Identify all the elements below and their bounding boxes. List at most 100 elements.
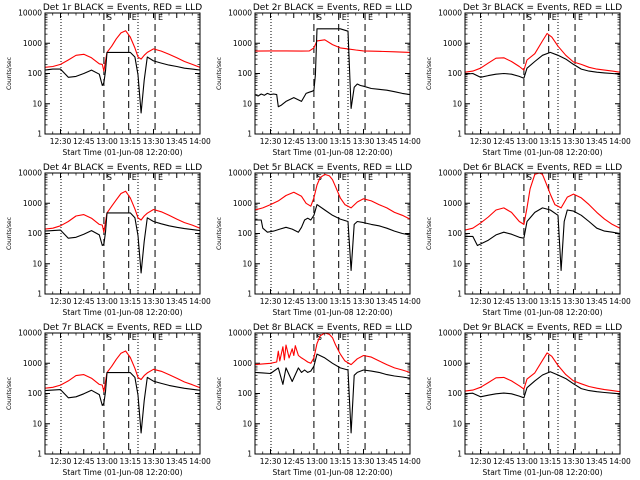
x-tick-label: 12:30 xyxy=(470,137,492,146)
x-tick-label: 13:30 xyxy=(563,457,585,466)
panel-det-4r: Det 4r BLACK = Events, RED = LLD Counts/s… xyxy=(6,163,211,317)
x-tick-label: 13:45 xyxy=(376,457,398,466)
y-tick-label: 1 xyxy=(457,290,462,299)
x-axis-label: Start Time (01-Jun-08 12:20:00) xyxy=(483,308,603,317)
y-tick-label: 10000 xyxy=(18,329,42,338)
x-axis-label: Start Time (01-Jun-08 12:20:00) xyxy=(63,148,183,157)
x-tick-label: 14:00 xyxy=(189,297,211,306)
x-tick-label: 13:30 xyxy=(353,297,375,306)
y-axis-label: Counts/sec xyxy=(6,377,13,410)
events-series-line xyxy=(45,212,200,274)
x-tick-label: 13:15 xyxy=(119,457,141,466)
x-tick-label: 13:45 xyxy=(166,297,188,306)
x-tick-label: 13:00 xyxy=(306,137,328,146)
y-tick-label: 1000 xyxy=(443,199,462,208)
y-tick-label: 100 xyxy=(28,229,43,238)
panel-title: Det 7r BLACK = Events, RED = LLD xyxy=(43,323,202,333)
plot-frame xyxy=(44,332,201,455)
start-flag: S xyxy=(317,173,322,182)
x-tick-label: 12:45 xyxy=(493,297,515,306)
panel-data xyxy=(45,30,200,114)
x-tick-label: 13:30 xyxy=(143,297,165,306)
panel-data xyxy=(255,173,410,272)
x-tick-label: 12:45 xyxy=(73,457,95,466)
y-tick-label: 1 xyxy=(37,130,42,139)
end-flag: E xyxy=(552,333,557,342)
y-tick-label: 1000 xyxy=(443,359,462,368)
panel-data xyxy=(45,350,200,434)
y-axis-label: Counts/sec xyxy=(426,217,433,250)
x-tick-label: 12:45 xyxy=(283,457,305,466)
y-tick-label: 10000 xyxy=(228,169,252,178)
panel-det-7r: Det 7r BLACK = Events, RED = LLD Counts/s… xyxy=(6,323,211,477)
events-series-line xyxy=(255,204,410,272)
panel-data xyxy=(465,32,620,79)
x-tick-label: 12:30 xyxy=(470,457,492,466)
panel-det-9r: Det 9r BLACK = Events, RED = LLD Counts/s… xyxy=(426,323,631,477)
y-tick-label: 1000 xyxy=(233,359,252,368)
start-flag: S xyxy=(527,13,532,22)
lld-series-line xyxy=(465,32,620,73)
y-tick-label: 1000 xyxy=(23,359,42,368)
y-tick-label: 1000 xyxy=(233,199,252,208)
x-tick-label: 12:45 xyxy=(73,297,95,306)
x-tick-label: 12:45 xyxy=(283,297,305,306)
x-tick-label: 13:30 xyxy=(353,137,375,146)
plot-frame xyxy=(254,172,411,295)
x-tick-label: 13:15 xyxy=(329,137,351,146)
x-tick-label: 14:00 xyxy=(609,457,631,466)
panel-det-1r: Det 1r BLACK = Events, RED = LLD Counts/s… xyxy=(6,3,211,157)
x-tick-label: 13:00 xyxy=(96,457,118,466)
y-tick-label: 1000 xyxy=(443,39,462,48)
x-axis-label: Start Time (01-Jun-08 12:20:00) xyxy=(273,468,393,477)
x-axis-label: Start Time (01-Jun-08 12:20:00) xyxy=(483,468,603,477)
end-flag: E xyxy=(158,333,163,342)
x-tick-label: 12:45 xyxy=(73,137,95,146)
panel-det-2r: Det 2r BLACK = Events, RED = LLD Counts/s… xyxy=(216,3,421,157)
y-tick-label: 10000 xyxy=(438,329,462,338)
y-tick-label: 10 xyxy=(32,419,42,428)
panel-title: Det 8r BLACK = Events, RED = LLD xyxy=(253,323,412,333)
panel-title: Det 5r BLACK = Events, RED = LLD xyxy=(253,163,412,173)
x-tick-label: 14:00 xyxy=(609,297,631,306)
end-flag: E xyxy=(578,173,583,182)
end-flag: E xyxy=(578,13,583,22)
x-tick-label: 13:45 xyxy=(166,457,188,466)
y-tick-label: 100 xyxy=(448,229,463,238)
events-series-line xyxy=(255,28,410,109)
x-tick-label: 13:45 xyxy=(586,297,608,306)
start-flag: S xyxy=(527,173,532,182)
panel-data xyxy=(465,173,620,272)
end-flag: E xyxy=(158,173,163,182)
x-tick-label: 13:45 xyxy=(586,137,608,146)
x-tick-label: 13:15 xyxy=(329,457,351,466)
panel-det-3r: Det 3r BLACK = Events, RED = LLD Counts/s… xyxy=(426,3,631,157)
panel-title: Det 3r BLACK = Events, RED = LLD xyxy=(463,3,622,13)
y-tick-label: 10 xyxy=(452,419,462,428)
x-tick-label: 13:00 xyxy=(96,297,118,306)
y-tick-label: 10 xyxy=(242,419,252,428)
x-tick-label: 13:15 xyxy=(539,137,561,146)
panel-title: Det 2r BLACK = Events, RED = LLD xyxy=(253,3,412,13)
end-flag: E xyxy=(368,13,373,22)
x-axis-label: Start Time (01-Jun-08 12:20:00) xyxy=(63,468,183,477)
y-axis-label: Counts/sec xyxy=(216,57,223,90)
plot-frame xyxy=(254,332,411,455)
y-tick-label: 10 xyxy=(452,259,462,268)
y-axis-label: Counts/sec xyxy=(216,217,223,250)
y-tick-label: 1000 xyxy=(23,199,42,208)
y-tick-label: 100 xyxy=(238,229,253,238)
panel-title: Det 6r BLACK = Events, RED = LLD xyxy=(463,163,622,173)
panel-det-6r: Det 6r BLACK = Events, RED = LLD Counts/s… xyxy=(426,163,631,317)
y-tick-label: 10 xyxy=(32,99,42,108)
y-tick-label: 100 xyxy=(448,389,463,398)
x-tick-label: 12:45 xyxy=(283,137,305,146)
plot-frame xyxy=(44,172,201,295)
x-tick-label: 13:00 xyxy=(516,137,538,146)
lld-series-line xyxy=(45,190,200,233)
y-tick-label: 10 xyxy=(242,259,252,268)
y-tick-label: 10000 xyxy=(18,9,42,18)
end-flag: E xyxy=(132,333,137,342)
start-flag: S xyxy=(527,333,532,342)
plot-frame xyxy=(464,332,621,455)
